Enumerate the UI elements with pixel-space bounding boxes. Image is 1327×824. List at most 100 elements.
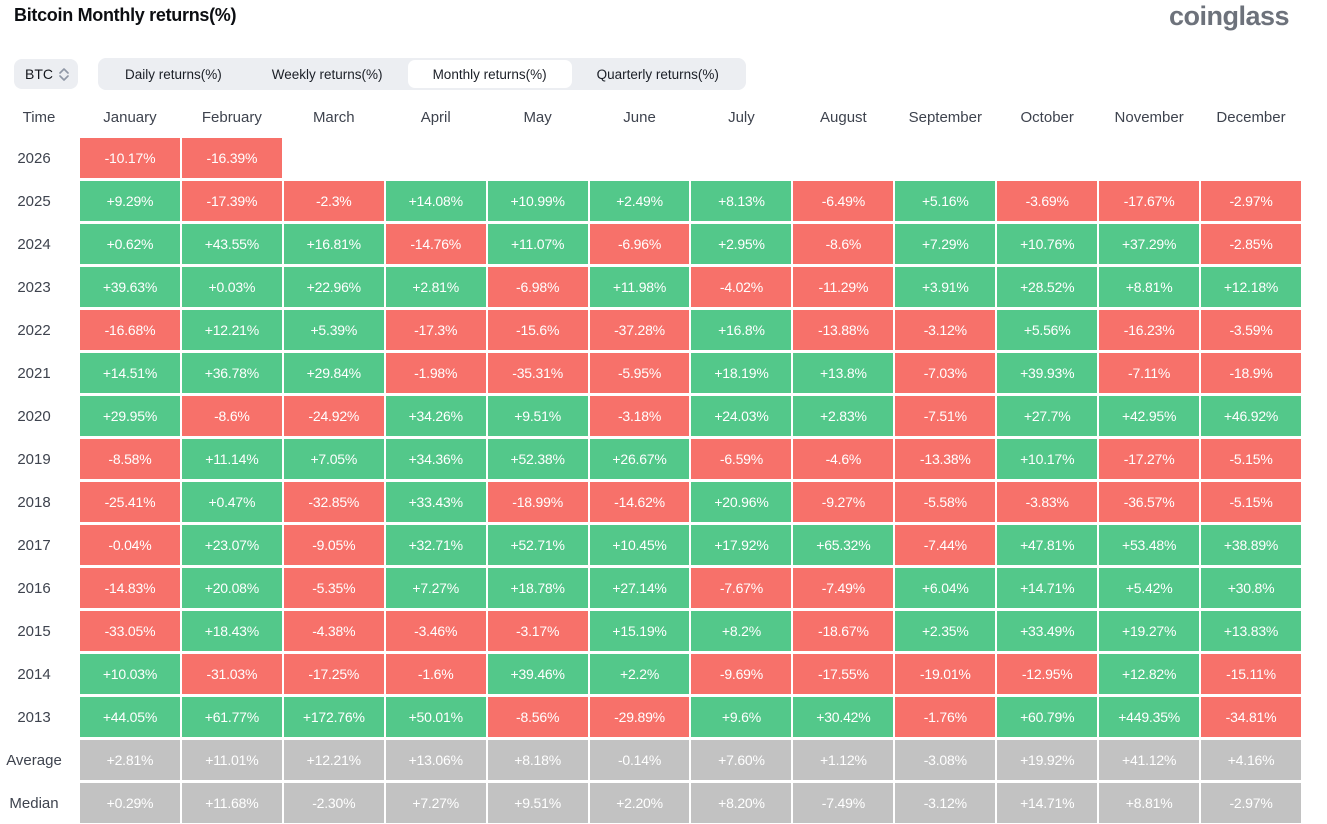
return-cell: +42.95% (1099, 396, 1200, 436)
return-cell: +18.43% (181, 611, 282, 651)
return-cell: +36.78% (181, 353, 282, 393)
return-cell: +9.51% (487, 783, 588, 823)
return-cell: -2.30% (283, 783, 384, 823)
return-cell: +27.14% (589, 568, 690, 608)
return-cell: +22.96% (283, 267, 384, 307)
empty-cell (691, 138, 791, 178)
empty-cell (386, 138, 486, 178)
return-cell: +27.7% (997, 396, 1098, 436)
return-cell: -3.46% (385, 611, 486, 651)
return-cell: -13.38% (895, 439, 996, 479)
return-cell: +8.13% (691, 181, 792, 221)
return-cell: -19.01% (895, 654, 996, 694)
return-cell: +13.8% (793, 353, 894, 393)
return-cell: -16.39% (181, 138, 282, 178)
return-cell: +4.16% (1201, 740, 1301, 780)
column-header-february: February (201, 108, 262, 126)
return-cell: +2.2% (589, 654, 690, 694)
return-cell: +0.29% (80, 783, 180, 823)
return-cell: +14.51% (80, 353, 180, 393)
return-cell: -1.98% (385, 353, 486, 393)
tab-quarterly-returns[interactable]: Quarterly returns(%) (572, 60, 744, 88)
return-cell: +10.45% (589, 525, 690, 565)
empty-cell (488, 138, 588, 178)
return-cell: -15.6% (487, 310, 588, 350)
return-cell: +33.43% (385, 482, 486, 522)
updown-chevron-icon (59, 67, 69, 81)
return-cell: -25.41% (80, 482, 180, 522)
return-cell: +37.29% (1099, 224, 1200, 264)
return-cell: -31.03% (181, 654, 282, 694)
return-cell: +172.76% (283, 697, 384, 737)
return-cell: +29.95% (80, 396, 180, 436)
return-cell: +2.20% (589, 783, 690, 823)
return-cell: -0.04% (80, 525, 180, 565)
return-cell: -3.17% (487, 611, 588, 651)
return-cell: +53.48% (1099, 525, 1200, 565)
return-cell: -3.59% (1201, 310, 1301, 350)
return-cell: +20.96% (691, 482, 792, 522)
return-cell: -37.28% (589, 310, 690, 350)
return-cell: +24.03% (691, 396, 792, 436)
return-cell: +19.27% (1099, 611, 1200, 651)
return-cell: +34.26% (385, 396, 486, 436)
return-cell: +43.55% (181, 224, 282, 264)
return-cell: +52.71% (487, 525, 588, 565)
return-cell: +6.04% (895, 568, 996, 608)
return-cell: -17.67% (1099, 181, 1200, 221)
return-cell: +19.92% (997, 740, 1098, 780)
return-cell: +11.14% (181, 439, 282, 479)
return-cell: -3.69% (997, 181, 1098, 221)
return-cell: -18.99% (487, 482, 588, 522)
return-cell: +5.56% (997, 310, 1098, 350)
return-cell: +10.99% (487, 181, 588, 221)
return-cell: +5.42% (1099, 568, 1200, 608)
table-row-median: Median +0.29% +11.68% -2.30% +7.27% +9.51% +2.… (0, 783, 1301, 823)
return-cell: +0.03% (181, 267, 282, 307)
return-cell: -14.62% (589, 482, 690, 522)
return-cell: +60.79% (997, 697, 1098, 737)
empty-cell (1201, 138, 1301, 178)
table-row-2022: 2022 -16.68% +12.21% +5.39% -17.3% -15.6% -37.… (0, 310, 1301, 350)
column-header-august: August (820, 108, 867, 126)
coin-selector[interactable]: BTC (14, 59, 78, 89)
return-cell: +2.35% (895, 611, 996, 651)
row-label: 2019 (17, 450, 51, 468)
return-cell: -17.39% (181, 181, 282, 221)
return-cell: -7.49% (793, 568, 894, 608)
tab-monthly-returns[interactable]: Monthly returns(%) (407, 60, 572, 88)
return-cell: +50.01% (385, 697, 486, 737)
row-label: 2024 (17, 235, 51, 253)
return-cell: -6.98% (487, 267, 588, 307)
return-cell: -3.12% (895, 310, 996, 350)
return-cell: +10.17% (997, 439, 1098, 479)
return-cell: +14.08% (385, 181, 486, 221)
return-cell: +11.07% (487, 224, 588, 264)
tab-weekly-returns[interactable]: Weekly returns(%) (247, 60, 408, 88)
return-cell: +7.60% (691, 740, 792, 780)
return-cell: -3.18% (589, 396, 690, 436)
return-cell: +8.81% (1099, 783, 1200, 823)
return-cell: -14.76% (385, 224, 486, 264)
coin-selector-value: BTC (25, 66, 53, 82)
tab-daily-returns[interactable]: Daily returns(%) (100, 60, 247, 88)
row-label: 2022 (17, 321, 51, 339)
table-row-2014: 2014 +10.03% -31.03% -17.25% -1.6% +39.46% +2.… (0, 654, 1301, 694)
return-cell: -36.57% (1099, 482, 1200, 522)
return-cell: +449.35% (1099, 697, 1200, 737)
return-cell: +18.19% (691, 353, 792, 393)
return-cell: -4.6% (793, 439, 894, 479)
return-cell: -8.58% (80, 439, 180, 479)
page-title: Bitcoin Monthly returns(%) (14, 5, 237, 25)
return-cell: -18.9% (1201, 353, 1301, 393)
return-cell: -6.96% (589, 224, 690, 264)
row-label: 2026 (17, 149, 51, 167)
return-cell: +17.92% (691, 525, 792, 565)
return-cell: -9.27% (793, 482, 894, 522)
empty-cell (590, 138, 690, 178)
table-row-2024: 2024 +0.62% +43.55% +16.81% -14.76% +11.07% -6… (0, 224, 1301, 264)
return-cell: +29.84% (283, 353, 384, 393)
table-row-2016: 2016 -14.83% +20.08% -5.35% +7.27% +18.78% +27… (0, 568, 1301, 608)
topbar: Bitcoin Monthly returns(%) coinglass (0, 0, 1327, 31)
return-cell: -24.92% (283, 396, 384, 436)
